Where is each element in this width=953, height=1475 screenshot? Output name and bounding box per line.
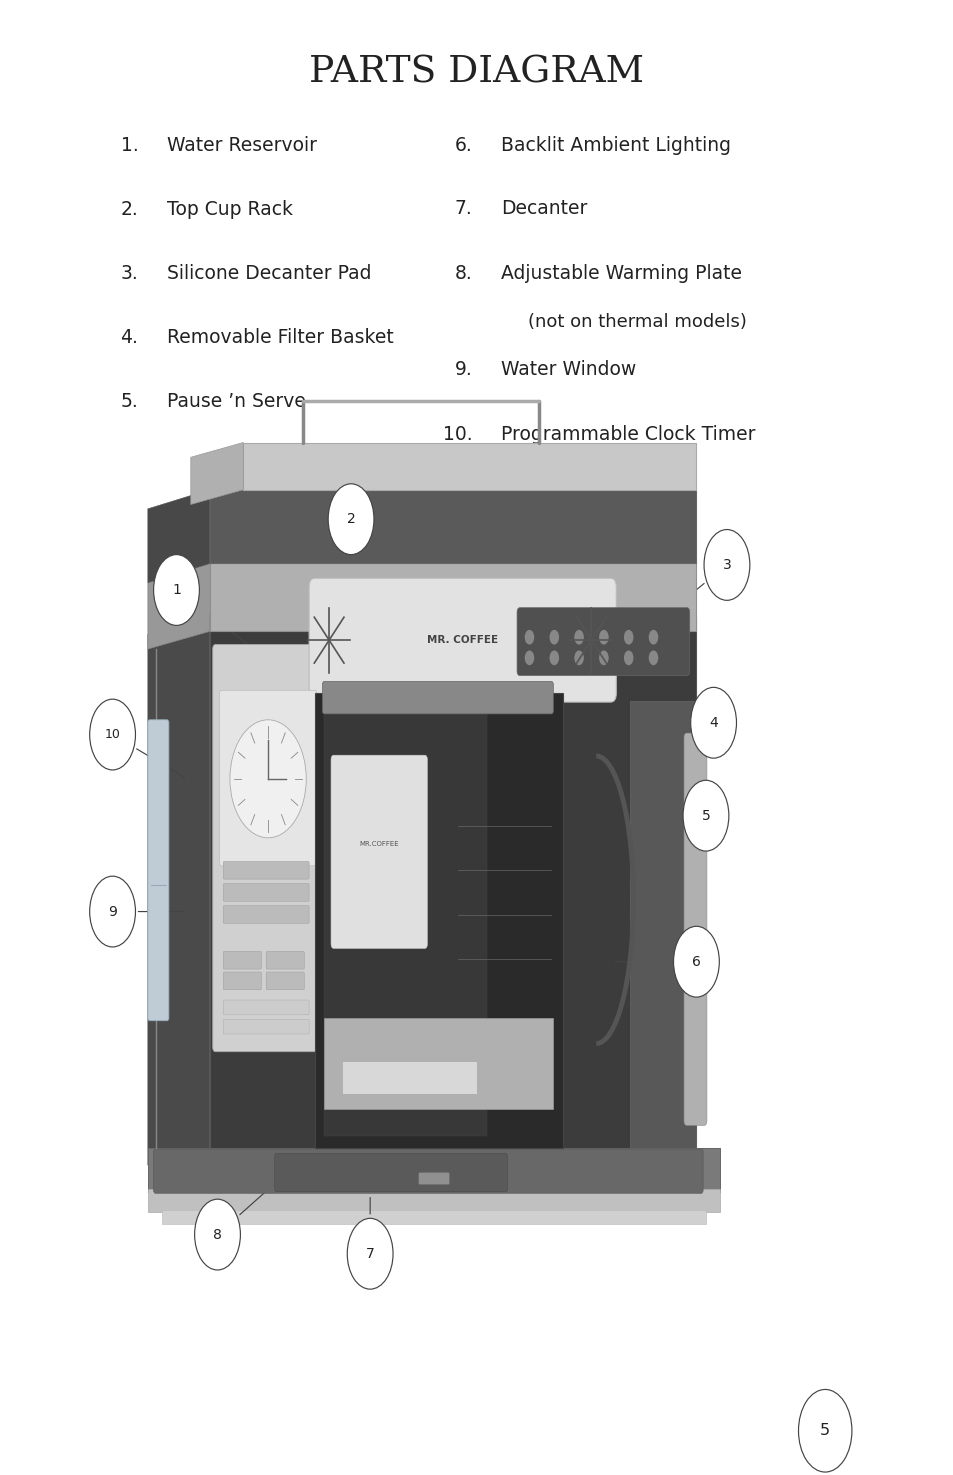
Text: MR.COFFEE: MR.COFFEE [358, 841, 398, 847]
FancyBboxPatch shape [223, 906, 309, 923]
Text: 5: 5 [820, 1423, 829, 1438]
Polygon shape [148, 490, 210, 583]
Circle shape [574, 630, 583, 645]
Polygon shape [148, 1148, 720, 1192]
Text: 6.: 6. [454, 136, 472, 155]
Polygon shape [148, 1189, 720, 1212]
Polygon shape [314, 693, 562, 1148]
Polygon shape [148, 563, 210, 649]
Text: 10.: 10. [442, 425, 472, 444]
Text: 3: 3 [721, 558, 731, 572]
Polygon shape [210, 563, 696, 631]
FancyBboxPatch shape [219, 690, 316, 866]
FancyBboxPatch shape [322, 681, 553, 714]
Text: 1: 1 [172, 583, 181, 597]
Text: 8: 8 [213, 1227, 222, 1242]
FancyBboxPatch shape [223, 951, 261, 969]
FancyBboxPatch shape [266, 972, 304, 990]
Polygon shape [629, 701, 696, 1148]
Text: 4.: 4. [120, 327, 138, 347]
Text: Top Cup Rack: Top Cup Rack [167, 199, 293, 218]
Text: MR. COFFEE: MR. COFFEE [427, 636, 497, 645]
Polygon shape [210, 490, 696, 563]
Text: 4: 4 [708, 715, 718, 730]
Text: 1.: 1. [120, 136, 138, 155]
Polygon shape [191, 442, 243, 504]
Text: 3.: 3. [120, 264, 138, 283]
FancyBboxPatch shape [153, 1149, 702, 1193]
Text: 10: 10 [105, 729, 120, 740]
FancyBboxPatch shape [309, 578, 616, 702]
Circle shape [648, 630, 658, 645]
Circle shape [703, 530, 749, 600]
Circle shape [623, 650, 633, 665]
Circle shape [598, 630, 608, 645]
Polygon shape [343, 1062, 476, 1094]
Circle shape [598, 650, 608, 665]
Circle shape [673, 926, 719, 997]
Polygon shape [324, 1018, 553, 1109]
Circle shape [798, 1389, 851, 1472]
Polygon shape [324, 708, 486, 1136]
Polygon shape [243, 442, 696, 490]
Text: 9: 9 [108, 904, 117, 919]
FancyBboxPatch shape [148, 720, 169, 1021]
FancyBboxPatch shape [223, 884, 309, 901]
FancyBboxPatch shape [223, 972, 261, 990]
Text: Decanter: Decanter [500, 199, 587, 218]
Circle shape [194, 1199, 240, 1270]
Text: Adjustable Warming Plate: Adjustable Warming Plate [500, 264, 741, 283]
Text: 2.: 2. [120, 199, 138, 218]
Text: 6: 6 [691, 954, 700, 969]
Circle shape [524, 630, 534, 645]
Text: 7: 7 [365, 1246, 375, 1261]
Text: Water Reservoir: Water Reservoir [167, 136, 316, 155]
Circle shape [90, 699, 135, 770]
FancyBboxPatch shape [683, 733, 706, 1125]
Circle shape [328, 484, 374, 555]
Text: Pause ’n Serve: Pause ’n Serve [167, 392, 306, 412]
Circle shape [623, 630, 633, 645]
Text: Silicone Decanter Pad: Silicone Decanter Pad [167, 264, 371, 283]
Text: 5: 5 [700, 808, 710, 823]
Text: 5.: 5. [120, 392, 138, 412]
FancyBboxPatch shape [223, 1019, 309, 1034]
Circle shape [549, 630, 558, 645]
FancyBboxPatch shape [223, 1000, 309, 1015]
FancyBboxPatch shape [266, 951, 304, 969]
Polygon shape [210, 617, 696, 1153]
Text: Water Window: Water Window [500, 360, 636, 379]
Text: 2: 2 [346, 512, 355, 527]
Circle shape [524, 650, 534, 665]
FancyBboxPatch shape [517, 608, 689, 676]
Circle shape [153, 555, 199, 625]
Circle shape [690, 687, 736, 758]
FancyBboxPatch shape [213, 645, 328, 1052]
FancyBboxPatch shape [331, 755, 427, 948]
Text: Programmable Clock Timer: Programmable Clock Timer [500, 425, 755, 444]
Text: PARTS DIAGRAM: PARTS DIAGRAM [309, 55, 644, 90]
Circle shape [574, 650, 583, 665]
Circle shape [347, 1218, 393, 1289]
Text: 9.: 9. [454, 360, 472, 379]
FancyBboxPatch shape [223, 861, 309, 879]
Circle shape [549, 650, 558, 665]
Circle shape [90, 876, 135, 947]
Text: Backlit Ambient Lighting: Backlit Ambient Lighting [500, 136, 730, 155]
FancyBboxPatch shape [418, 1173, 449, 1184]
Text: (not on thermal models): (not on thermal models) [527, 313, 745, 330]
Circle shape [648, 650, 658, 665]
Circle shape [230, 720, 306, 838]
Polygon shape [148, 617, 210, 1165]
Text: Removable Filter Basket: Removable Filter Basket [167, 327, 394, 347]
Text: 8.: 8. [454, 264, 472, 283]
Text: 7.: 7. [454, 199, 472, 218]
Polygon shape [162, 1210, 705, 1224]
FancyBboxPatch shape [274, 1153, 507, 1192]
Circle shape [682, 780, 728, 851]
